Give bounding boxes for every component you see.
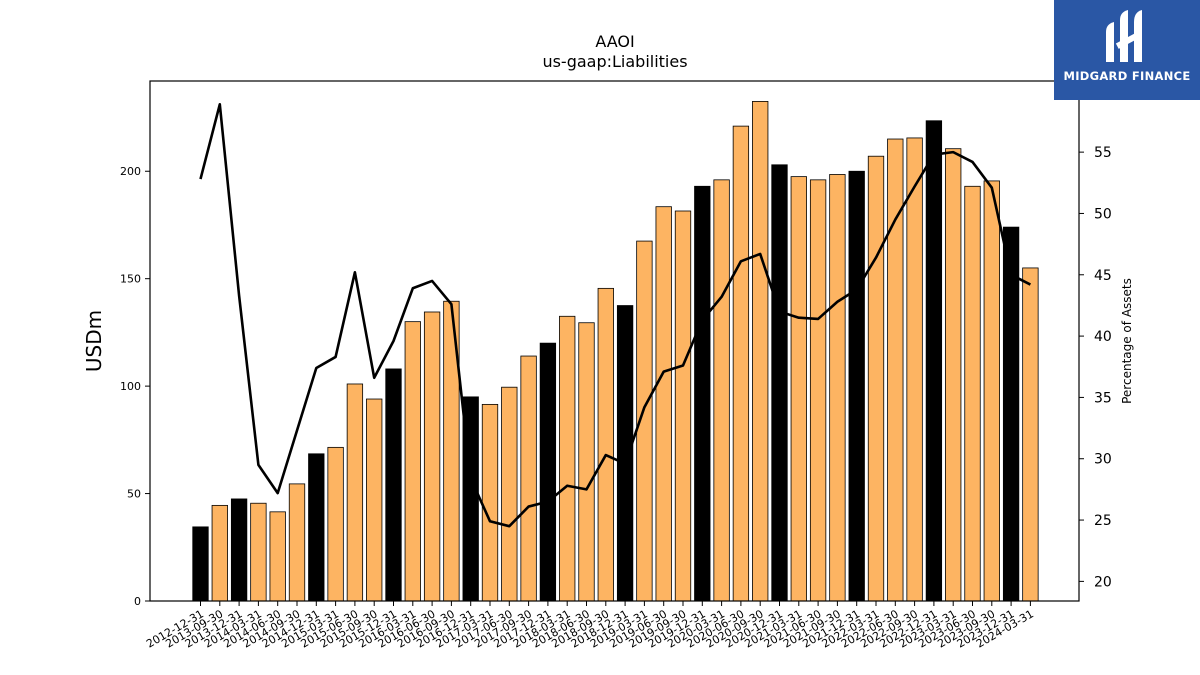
bar-2018-03-31: [559, 315, 576, 602]
bar-2018-12-31: [616, 305, 634, 602]
bar-2023-12-31: [1002, 226, 1020, 602]
bar-2023-09-30: [983, 180, 1000, 602]
y2-tick-label: 30: [1094, 452, 1112, 468]
bar-2024-03-31: [1022, 267, 1039, 602]
bar-2020-03-31: [713, 179, 730, 602]
brand-logo: MIDGARD FINANCE: [1054, 0, 1200, 100]
bar-2019-12-31: [694, 185, 711, 602]
y2-tick-label: 45: [1094, 268, 1112, 284]
bar-2021-09-30: [829, 174, 846, 602]
chart-title: AAOI: [595, 32, 635, 51]
bar-2018-09-30: [597, 287, 614, 602]
logo-text: MIDGARD FINANCE: [1063, 69, 1191, 83]
bar-2016-03-31: [404, 321, 421, 602]
bar-2014-06-30: [269, 511, 286, 602]
bar-2019-09-30: [674, 210, 692, 602]
y2-tick-label: 25: [1094, 513, 1112, 529]
line-layer: [199, 103, 1031, 528]
bar-2015-12-31: [385, 368, 402, 602]
plot-frame: [149, 80, 1080, 602]
bar-2017-06-30: [501, 386, 518, 602]
y-tick-label: 200: [120, 165, 141, 178]
bar-2015-03-31: [327, 446, 344, 602]
bar-2020-09-30: [752, 101, 769, 602]
y-tick-label: 50: [127, 488, 141, 501]
y2-tick-label: 40: [1094, 329, 1112, 345]
bar-2018-06-30: [578, 322, 595, 602]
bar-2014-09-30: [288, 483, 306, 602]
bar-2022-03-31: [867, 155, 885, 602]
y2-axis-label: Percentage of Assets: [1120, 278, 1134, 404]
y2-tick-label: 20: [1094, 574, 1112, 590]
y2-tick-label: 50: [1094, 206, 1112, 222]
y2-tick-label: 35: [1094, 390, 1112, 406]
bar-2017-03-31: [481, 403, 499, 602]
bar-2023-03-31: [945, 148, 962, 602]
bar-2014-12-31: [308, 453, 325, 602]
bar-2023-06-30: [964, 185, 981, 602]
bar-2017-09-30: [520, 355, 537, 602]
bar-2015-06-30: [346, 383, 364, 602]
bar-2012-12-31: [192, 526, 209, 602]
percentage-line: [199, 103, 1031, 528]
bar-2013-09-30: [211, 504, 228, 602]
bar-2022-09-30: [906, 137, 923, 602]
bar-2016-06-30: [423, 311, 441, 602]
bar-2015-09-30: [366, 398, 383, 602]
y-tick-label: 100: [120, 380, 141, 393]
chart-subtitle: us-gaap:Liabilities: [542, 52, 688, 71]
y-tick-label: 0: [134, 595, 141, 608]
bar-2022-12-31: [925, 120, 943, 602]
y2-tick-label: 55: [1094, 145, 1112, 161]
bar-2013-12-31: [230, 498, 248, 602]
bar-2020-06-30: [732, 125, 750, 602]
bar-2021-03-31: [790, 176, 807, 602]
bar-2020-12-31: [771, 164, 788, 602]
bar-2019-06-30: [655, 206, 672, 602]
axes-group: 05010015020020253035404550552012-12-3120…: [120, 80, 1112, 651]
y-tick-label: 150: [120, 273, 141, 286]
bar-2021-06-30: [809, 179, 827, 602]
y-axis-label: USDm: [82, 309, 106, 373]
logo-mark-icon: [1106, 10, 1142, 62]
bar-2021-12-31: [848, 170, 865, 602]
bar-2014-03-31: [250, 502, 267, 602]
bars-group: [192, 101, 1039, 602]
bar-2017-12-31: [539, 342, 557, 602]
